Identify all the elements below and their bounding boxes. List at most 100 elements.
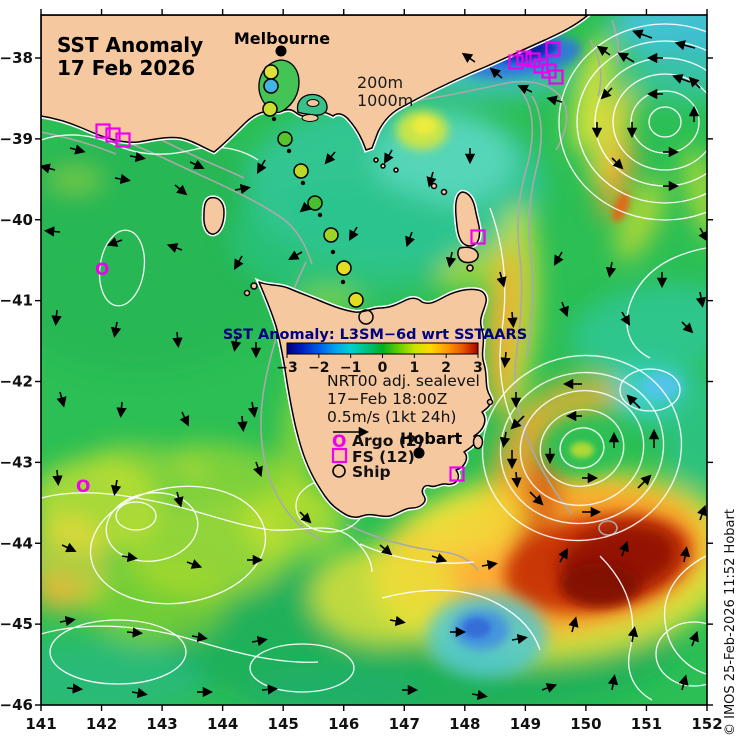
current-arrow: [129, 151, 146, 163]
fs-legend-label: FS (12): [352, 448, 415, 466]
current-arrow: [247, 401, 259, 418]
colorbar-ticks: −3 −2 −1 0 1 2 3: [276, 354, 483, 376]
current-arrow: [237, 415, 248, 433]
current-arrow: [672, 74, 691, 84]
ship-dot-marker: [271, 116, 277, 122]
ship-dot-marker: [286, 148, 292, 154]
current-arrow: [166, 243, 183, 253]
current-arrow: [173, 491, 184, 508]
current-arrow: [256, 159, 267, 174]
islet: [430, 182, 438, 190]
x-tick-label: 149: [510, 715, 541, 733]
x-tick-label: 141: [25, 715, 56, 733]
current-arrow: [637, 474, 652, 489]
french-island: [306, 99, 320, 107]
islet: [440, 188, 448, 196]
islet: [250, 282, 258, 290]
melbourne-dot: [275, 45, 287, 57]
model-info: NRT00 adj. sealevel 17−Feb 18:00Z 0.5m/s…: [327, 372, 480, 438]
model-line3: 0.5m/s (1kt 24h): [327, 408, 456, 426]
ship-marker: [307, 195, 323, 211]
current-arrow: [116, 401, 127, 419]
current-arrow: [383, 149, 394, 164]
current-arrow: [69, 144, 86, 155]
fs-mooring-marker: [545, 41, 561, 57]
current-arrow: [546, 95, 563, 106]
current-arrow: [186, 559, 203, 569]
current-arrow: [568, 616, 579, 633]
flinders-island: [454, 191, 481, 247]
current-arrow: [500, 351, 511, 369]
melbourne-label: Melbourne: [234, 29, 330, 48]
current-arrow: [299, 511, 312, 524]
current-arrow: [191, 631, 208, 643]
argo-float-marker: O: [76, 477, 90, 497]
current-arrow: [288, 250, 303, 261]
colorbar-tick-label: −1: [340, 360, 361, 376]
islet: [380, 163, 386, 169]
current-arrow: [689, 630, 699, 647]
x-tick-label: 151: [631, 715, 662, 733]
ship-marker: [262, 101, 278, 117]
current-arrow: [51, 309, 62, 327]
islet: [486, 398, 494, 406]
current-arrow: [348, 226, 359, 241]
colorbar-tick-label: 2: [441, 360, 451, 376]
current-arrow: [43, 226, 61, 237]
current-arrow: [253, 461, 263, 478]
current-arrow: [431, 553, 448, 563]
current-vector-layer: [41, 29, 707, 701]
current-arrow: [681, 321, 694, 334]
ship-dot-marker: [340, 279, 346, 285]
x-tick-label: 144: [207, 715, 238, 733]
current-arrow: [600, 87, 613, 100]
current-arrow: [426, 171, 437, 188]
current-arrow: [553, 251, 564, 266]
model-line1: NRT00 adj. sealevel: [327, 372, 480, 390]
sealevel-contours: [41, 23, 707, 701]
ship-dot-marker: [330, 249, 336, 255]
current-arrow: [529, 491, 544, 506]
x-tick-label: 146: [328, 715, 359, 733]
fs-mooring-marker: [516, 50, 532, 66]
colorbar-title: SST Anomaly: L3SM−6d wrt SSTAARS: [223, 327, 527, 343]
current-arrow: [626, 394, 641, 409]
ship-marker: [323, 227, 339, 243]
current-arrow: [620, 311, 631, 326]
current-arrow: [172, 331, 183, 349]
current-arrow: [174, 184, 188, 196]
x-tick-label: 143: [146, 715, 177, 733]
current-arrow: [251, 635, 268, 647]
fs-mooring-marker: [508, 54, 524, 70]
map-title-line1: SST Anomaly: [57, 33, 203, 57]
current-arrow: [179, 411, 190, 427]
current-arrow: [611, 157, 624, 170]
fs-mooring-marker: [533, 58, 549, 74]
current-arrow: [511, 471, 522, 489]
ship-marker: [336, 260, 352, 276]
current-arrow: [110, 479, 122, 496]
colorbar-tick-label: −3: [276, 360, 297, 376]
current-arrow: [234, 183, 251, 195]
fs-legend-marker: [331, 447, 348, 464]
cape-barren-island: [457, 246, 479, 264]
current-arrow: [559, 301, 569, 318]
current-arrow: [698, 227, 707, 242]
ship-marker: [263, 78, 279, 94]
colorbar-gradient: [286, 342, 479, 355]
current-arrow: [688, 76, 701, 89]
map-title-line2: 17 Feb 2026: [57, 56, 195, 80]
argo-float-marker: O: [95, 260, 109, 280]
depth-200m-label: 200m: [357, 73, 403, 92]
current-arrow: [471, 689, 488, 701]
hobart-label: Hobart: [400, 429, 463, 448]
axes: 141 142 143 144 145 146 147 148 149 150 151 152 −38 −…: [0, 9, 723, 733]
map-frame: [40, 14, 708, 706]
fs-mooring-marker: [548, 69, 564, 85]
hobart-dot: [413, 447, 425, 459]
ship-marker: [263, 64, 279, 80]
fs-mooring-marker: [449, 466, 465, 482]
current-arrow: [59, 615, 76, 627]
y-tick-label: −40: [0, 211, 33, 229]
